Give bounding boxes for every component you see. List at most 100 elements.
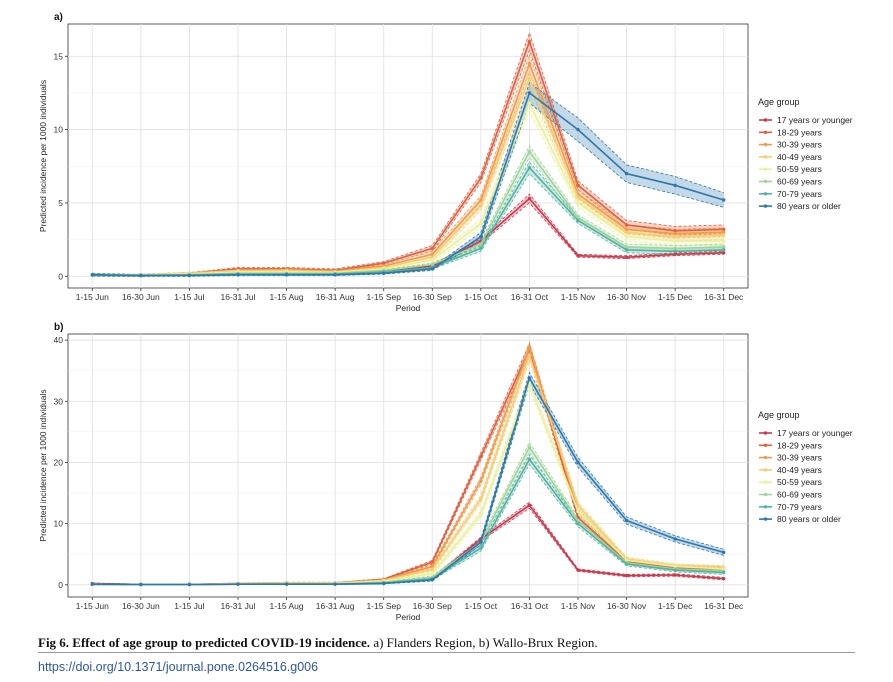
y-tick-label: 30 — [54, 396, 64, 406]
data-point — [139, 582, 143, 587]
x-tick-label: 1-15 Oct — [465, 601, 498, 611]
legend-label: 18-29 years — [777, 440, 822, 450]
y-tick-label: 15 — [54, 51, 64, 61]
data-point — [430, 246, 434, 251]
legend-label: 17 years or younger — [777, 115, 853, 125]
x-axis-title: Period — [396, 612, 421, 622]
data-point — [382, 261, 386, 265]
data-point — [479, 176, 483, 180]
legend-swatch-point — [763, 431, 768, 435]
data-point — [722, 550, 726, 555]
caption-label: Fig 6. Effect of age group to predicted … — [38, 635, 371, 650]
data-point — [527, 39, 532, 44]
data-point — [479, 546, 483, 550]
data-point — [430, 262, 434, 267]
x-tick-label: 1-15 Jun — [76, 601, 109, 611]
data-point — [722, 248, 726, 252]
legend-swatch-point — [763, 130, 768, 134]
y-axis-title: Predicted incidence per 1000 individuals — [38, 80, 48, 232]
x-tick-label: 1-15 Aug — [270, 601, 304, 611]
legend-label: 70-79 years — [777, 189, 822, 199]
x-tick-label: 16-30 Jun — [122, 292, 160, 302]
doi-link[interactable]: https://doi.org/10.1371/journal.pone.026… — [38, 660, 319, 674]
legend-label: 40-49 years — [777, 152, 822, 162]
x-tick-label: 16-30 Nov — [607, 601, 647, 611]
data-point — [527, 149, 532, 154]
x-tick-label: 1-15 Aug — [270, 292, 304, 302]
legend-label: 50-59 years — [777, 477, 822, 487]
data-point — [187, 273, 192, 278]
data-point — [576, 183, 580, 188]
figure-caption: Fig 6. Effect of age group to predicted … — [38, 635, 868, 651]
legend-label: 18-29 years — [777, 127, 822, 137]
data-point — [527, 353, 532, 358]
legend-swatch-point — [763, 455, 768, 460]
data-point — [527, 503, 532, 507]
data-point — [673, 537, 677, 541]
x-tick-label: 1-15 Jun — [76, 292, 109, 302]
x-tick-label: 1-15 Sep — [366, 292, 401, 302]
data-point — [479, 497, 483, 501]
x-tick-label: 1-15 Dec — [658, 601, 693, 611]
data-point — [673, 252, 677, 256]
legend-label: 70-79 years — [777, 502, 822, 512]
series-layer — [90, 340, 726, 587]
data-point — [722, 233, 726, 237]
data-point — [479, 234, 483, 239]
data-point — [333, 273, 337, 277]
legend-swatch-point — [763, 192, 768, 196]
x-tick-label: 16-31 Jul — [221, 601, 256, 611]
data-point — [430, 255, 434, 259]
legend-label: 80 years or older — [777, 514, 841, 524]
legend-swatch-point — [763, 492, 768, 497]
data-point — [576, 254, 580, 258]
legend-swatch-point — [763, 204, 768, 208]
legend-swatch-point — [763, 179, 768, 184]
data-point — [722, 251, 726, 255]
chart-panel-1: a) 0 5 10 15 1-15 Jun 16-30 Jun 1-15 Jul 16-31 J… — [38, 12, 853, 313]
data-point — [382, 271, 386, 276]
data-point — [722, 245, 726, 249]
data-point — [673, 564, 677, 569]
data-point — [624, 227, 629, 232]
data-point — [624, 573, 629, 578]
data-point — [90, 582, 94, 586]
ci-band-8 — [92, 82, 724, 277]
panel-label: b) — [54, 322, 63, 333]
y-tick-label: 5 — [58, 198, 63, 208]
x-tick-label: 1-15 Sep — [366, 601, 401, 611]
data-point — [479, 246, 483, 251]
x-tick-label: 16-30 Jun — [122, 601, 160, 611]
figure: a) 0 5 10 15 1-15 Jun 16-30 Jun 1-15 Jul 16-31 J… — [38, 12, 853, 622]
legend-swatch-point — [763, 517, 768, 521]
legend-swatch-point — [763, 142, 768, 147]
legend-title: Age group — [758, 410, 800, 420]
data-point — [722, 239, 726, 243]
x-tick-label: 16-31 Oct — [511, 292, 549, 302]
data-point — [90, 273, 94, 277]
data-point — [673, 183, 677, 188]
data-point — [284, 273, 289, 277]
data-point — [479, 242, 483, 246]
data-point — [722, 227, 726, 232]
x-tick-label: 1-15 Nov — [561, 601, 596, 611]
data-point — [527, 445, 532, 449]
y-tick-label: 10 — [54, 125, 64, 135]
data-point — [673, 246, 677, 251]
x-axis-title: Period — [396, 303, 421, 313]
data-point — [527, 91, 532, 95]
data-point — [430, 267, 434, 271]
chart-panel-2: b) 0 10 20 30 40 1-15 Jun 16-30 Jun 1-15 Jul 16-3… — [38, 322, 853, 622]
data-point — [576, 509, 580, 514]
panel-label: a) — [54, 12, 63, 23]
x-tick-label: 16-31 Dec — [704, 292, 744, 302]
data-point — [576, 201, 580, 205]
data-point — [382, 581, 386, 586]
series-line-5 — [92, 101, 724, 276]
data-point — [430, 252, 434, 256]
series-line-4 — [92, 76, 724, 276]
data-point — [236, 273, 240, 277]
data-point — [624, 230, 629, 234]
data-point — [527, 166, 532, 170]
x-tick-label: 16-31 Aug — [316, 601, 355, 611]
